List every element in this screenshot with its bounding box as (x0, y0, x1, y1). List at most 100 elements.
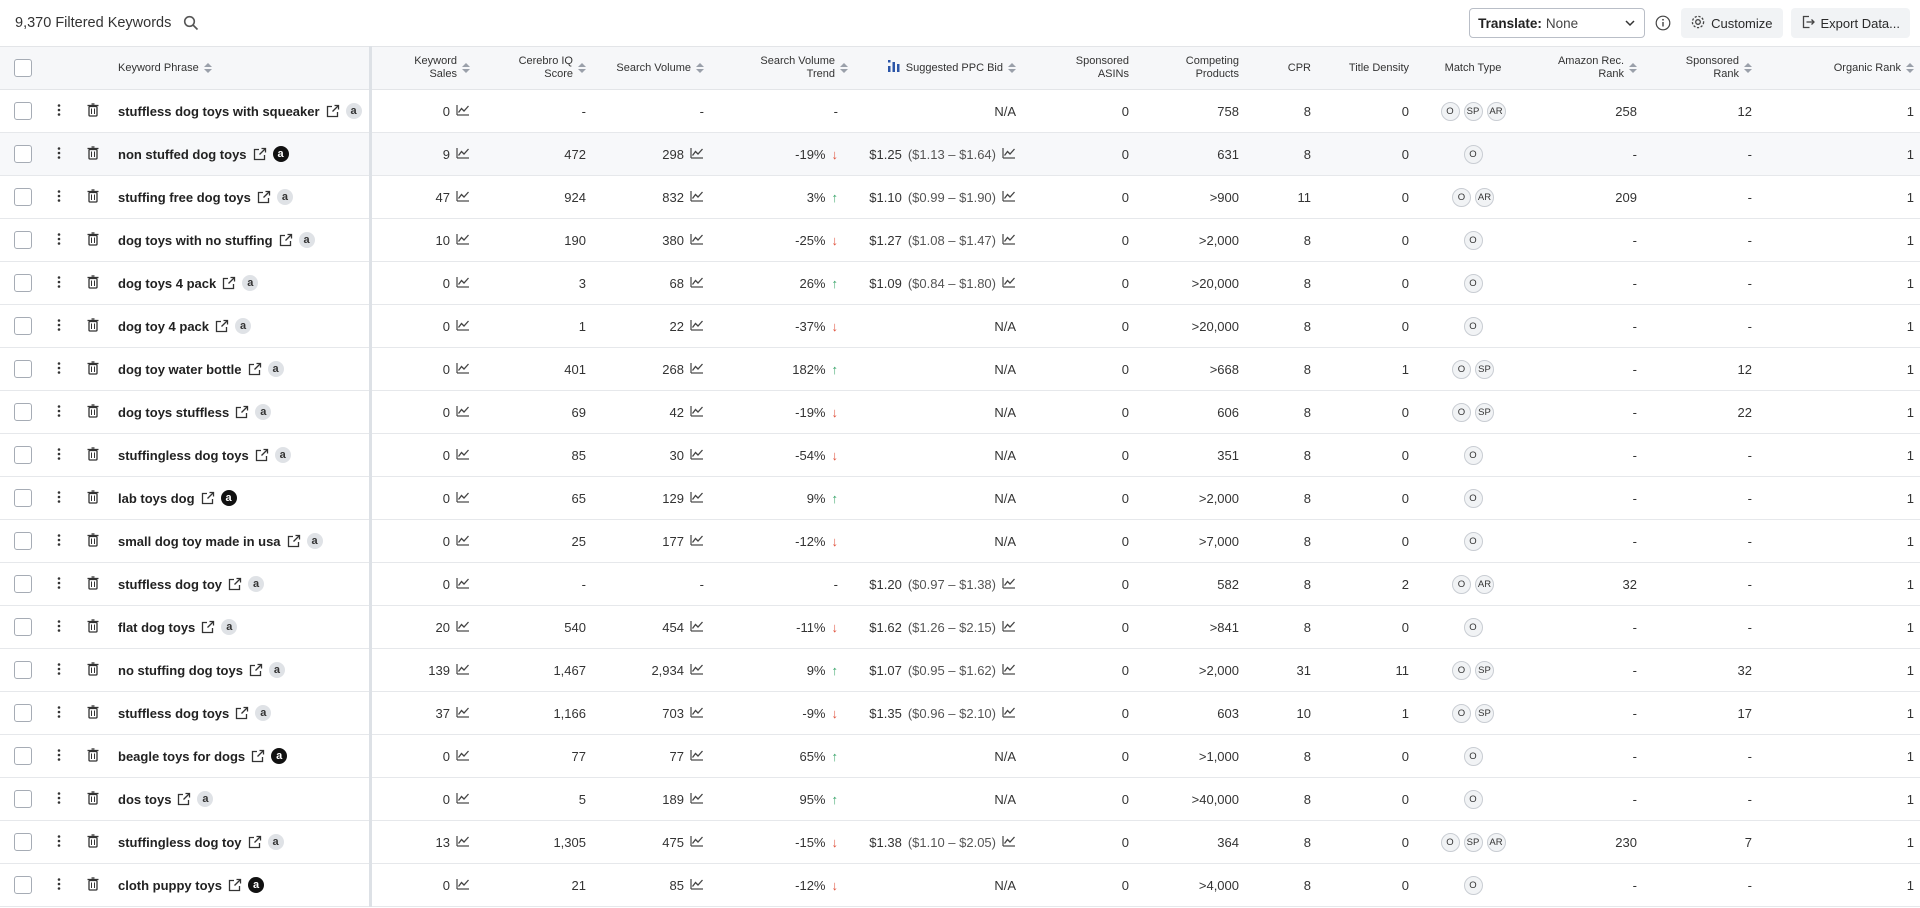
external-link-icon[interactable] (201, 620, 215, 634)
col-amazon-rec-rank[interactable]: Amazon Rec. Rank (1531, 46, 1643, 90)
external-link-icon[interactable] (248, 835, 262, 849)
row-checkbox[interactable] (13, 747, 32, 765)
search-icon[interactable] (183, 15, 199, 31)
external-link-icon[interactable] (248, 362, 262, 376)
external-link-icon[interactable] (228, 577, 242, 591)
keyword-text[interactable]: dog toy water bottle (118, 361, 242, 377)
amazon-icon[interactable]: a (248, 576, 265, 592)
amazon-icon[interactable]: a (306, 533, 323, 549)
amazon-icon[interactable]: a (274, 447, 291, 463)
keyword-text[interactable]: dog toys 4 pack (118, 275, 217, 291)
line-chart-icon[interactable] (456, 319, 470, 334)
customize-button[interactable]: Customize (1681, 8, 1783, 38)
line-chart-icon[interactable] (456, 491, 470, 506)
trash-icon[interactable] (87, 489, 99, 504)
trash-icon[interactable] (87, 833, 99, 848)
line-chart-icon[interactable] (456, 405, 470, 420)
trash-icon[interactable] (87, 231, 99, 246)
trash-icon[interactable] (87, 188, 99, 203)
amazon-icon[interactable]: a (276, 189, 293, 205)
more-vertical-icon[interactable] (57, 404, 61, 418)
row-checkbox[interactable] (13, 489, 32, 507)
keyword-text[interactable]: dog toys stuffless (118, 404, 230, 420)
line-chart-icon[interactable] (456, 878, 470, 893)
more-vertical-icon[interactable] (57, 232, 61, 246)
trash-icon[interactable] (87, 145, 99, 160)
more-vertical-icon[interactable] (57, 748, 61, 762)
line-chart-icon[interactable] (456, 577, 470, 592)
line-chart-icon[interactable] (690, 878, 704, 893)
external-link-icon[interactable] (326, 104, 340, 118)
more-vertical-icon[interactable] (57, 834, 61, 848)
col-organic-rank[interactable]: Organic Rank (1758, 46, 1920, 90)
line-chart-icon[interactable] (456, 835, 470, 850)
row-checkbox[interactable] (13, 231, 32, 249)
trash-icon[interactable] (87, 403, 99, 418)
amazon-icon[interactable]: a (268, 662, 285, 678)
row-checkbox[interactable] (13, 618, 32, 636)
line-chart-icon[interactable] (690, 319, 704, 334)
amazon-icon[interactable]: a (345, 103, 362, 119)
col-cerebro-iq[interactable]: Cerebro IQ Score (476, 46, 592, 90)
keyword-text[interactable]: dog toys with no stuffing (118, 232, 273, 248)
line-chart-icon[interactable] (456, 663, 470, 678)
line-chart-icon[interactable] (456, 362, 470, 377)
line-chart-icon[interactable] (1002, 233, 1016, 248)
keyword-text[interactable]: stuffingless dog toy (118, 834, 242, 850)
more-vertical-icon[interactable] (57, 619, 61, 633)
keyword-text[interactable]: lab toys dog (118, 490, 195, 506)
trash-icon[interactable] (87, 704, 99, 719)
keyword-text[interactable]: dos toys (118, 791, 172, 807)
col-sv-trend[interactable]: Search Volume Trend (710, 46, 854, 90)
external-link-icon[interactable] (177, 792, 191, 806)
line-chart-icon[interactable] (690, 835, 704, 850)
amazon-icon[interactable]: a (242, 275, 259, 291)
keyword-text[interactable]: stuffingless dog toys (118, 447, 249, 463)
external-link-icon[interactable] (235, 706, 249, 720)
more-vertical-icon[interactable] (57, 533, 61, 547)
trash-icon[interactable] (87, 446, 99, 461)
row-checkbox[interactable] (13, 575, 32, 593)
row-checkbox[interactable] (13, 704, 32, 722)
keyword-text[interactable]: dog toy 4 pack (118, 318, 210, 334)
line-chart-icon[interactable] (1002, 577, 1016, 592)
more-vertical-icon[interactable] (57, 877, 61, 891)
external-link-icon[interactable] (287, 534, 301, 548)
trash-icon[interactable] (87, 274, 99, 289)
trash-icon[interactable] (87, 360, 99, 375)
external-link-icon[interactable] (249, 663, 263, 677)
info-icon[interactable] (1655, 15, 1671, 31)
line-chart-icon[interactable] (690, 534, 704, 549)
line-chart-icon[interactable] (690, 620, 704, 635)
amazon-icon[interactable]: a (248, 877, 264, 893)
trash-icon[interactable] (87, 790, 99, 805)
row-checkbox[interactable] (13, 145, 32, 163)
more-vertical-icon[interactable] (57, 318, 61, 332)
row-checkbox[interactable] (13, 403, 32, 421)
line-chart-icon[interactable] (456, 749, 470, 764)
trash-icon[interactable] (87, 876, 99, 891)
external-link-icon[interactable] (215, 319, 229, 333)
line-chart-icon[interactable] (1002, 276, 1016, 291)
trash-icon[interactable] (87, 618, 99, 633)
row-checkbox[interactable] (13, 317, 32, 335)
keyword-text[interactable]: flat dog toys (118, 619, 196, 635)
line-chart-icon[interactable] (1002, 147, 1016, 162)
more-vertical-icon[interactable] (57, 490, 61, 504)
col-keyword-sales[interactable]: Keyword Sales (370, 46, 476, 90)
more-vertical-icon[interactable] (57, 275, 61, 289)
line-chart-icon[interactable] (690, 706, 704, 721)
line-chart-icon[interactable] (690, 792, 704, 807)
line-chart-icon[interactable] (690, 362, 704, 377)
trash-icon[interactable] (87, 661, 99, 676)
line-chart-icon[interactable] (456, 706, 470, 721)
export-data-button[interactable]: Export Data... (1790, 8, 1910, 38)
external-link-icon[interactable] (255, 448, 269, 462)
external-link-icon[interactable] (235, 405, 249, 419)
external-link-icon[interactable] (222, 276, 236, 290)
line-chart-icon[interactable] (456, 792, 470, 807)
line-chart-icon[interactable] (690, 276, 704, 291)
line-chart-icon[interactable] (690, 448, 704, 463)
row-checkbox[interactable] (13, 188, 32, 206)
trash-icon[interactable] (87, 532, 99, 547)
